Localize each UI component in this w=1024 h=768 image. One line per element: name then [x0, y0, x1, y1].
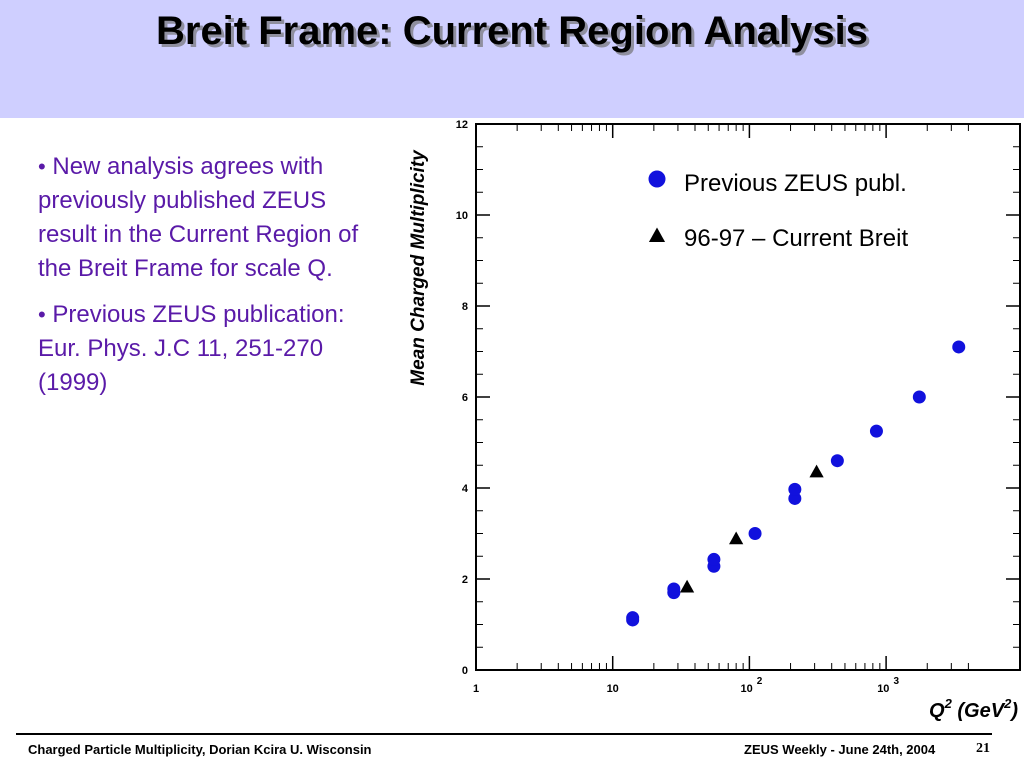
triangle-point: [729, 531, 744, 545]
circle-point: [626, 611, 640, 625]
footer-event: ZEUS Weekly - June 24th, 2004: [744, 742, 936, 757]
y-tick-label: 6: [462, 392, 468, 404]
bullet-dot-icon: •: [38, 302, 46, 327]
page-number: 21: [976, 741, 990, 756]
x-label-part: 2: [944, 696, 953, 711]
y-tick-label: 12: [456, 119, 468, 131]
y-tick-label: 4: [462, 483, 469, 495]
circle-point: [869, 424, 883, 438]
x-tick-base: 10: [877, 683, 889, 695]
circle-point: [952, 340, 966, 354]
plot-marks: [626, 340, 966, 627]
plot-frame: [475, 123, 1021, 671]
x-tick-label: 10: [607, 683, 619, 695]
circle-point: [667, 582, 681, 596]
legend-label-current: 96-97 – Current Breit: [684, 225, 908, 252]
footer-author: Charged Particle Multiplicity, Dorian Kc…: [28, 742, 372, 757]
circle-point: [707, 552, 721, 566]
slide-title: Breit Frame: Current Region Analysis: [155, 9, 868, 53]
plot-axes: 0 2 4 6 8 10 12 1 10 10 2 10 3: [456, 119, 1021, 695]
circle-point: [748, 527, 762, 540]
footer-divider: [16, 733, 992, 735]
x-tick-label: 1: [473, 683, 479, 695]
x-tick-label: 10 3: [877, 676, 899, 695]
bullet-list: • New analysis agrees with previously pu…: [38, 150, 378, 412]
x-tick-exponent: 3: [893, 676, 899, 687]
x-tick-exponent: 2: [757, 676, 763, 687]
y-axis-label: Mean Charged Multiplicity: [408, 149, 429, 386]
x-tick-base: 10: [740, 683, 752, 695]
title-band: [0, 0, 1024, 118]
bullet-text-1: New analysis agrees with previously publ…: [38, 153, 359, 282]
bullet-text-2: Previous ZEUS publication: Eur. Phys. J.…: [38, 301, 345, 396]
bullet-dot-icon: •: [38, 154, 46, 179]
legend-triangle-icon: [648, 227, 666, 242]
x-axis-label: Q2 (GeV2): [929, 696, 1018, 722]
triangle-point: [679, 579, 695, 593]
bullet-item-2: • Previous ZEUS publication: Eur. Phys. …: [38, 298, 378, 400]
circle-point: [830, 454, 844, 468]
y-tick-label: 0: [462, 665, 468, 677]
x-label-part: Q: [929, 700, 945, 722]
y-tick-label: 8: [462, 301, 468, 313]
legend-label-previous: Previous ZEUS publ.: [684, 170, 907, 197]
x-tick-label: 10 2: [740, 676, 762, 695]
circle-point: [788, 482, 802, 496]
x-label-part: (GeV: [952, 700, 1006, 722]
x-label-part: ): [1009, 700, 1018, 722]
circle-point: [912, 390, 926, 404]
bullet-item-1: • New analysis agrees with previously pu…: [38, 150, 378, 286]
legend-circle-icon: [648, 170, 666, 188]
x-label-part: 2: [1003, 696, 1012, 711]
circle-point: [788, 491, 802, 505]
y-tick-label: 10: [456, 210, 468, 222]
plot-legend: Previous ZEUS publ. 96-97 – Current Breit: [648, 170, 908, 252]
y-tick-label: 2: [462, 574, 468, 586]
triangle-point: [809, 464, 824, 478]
